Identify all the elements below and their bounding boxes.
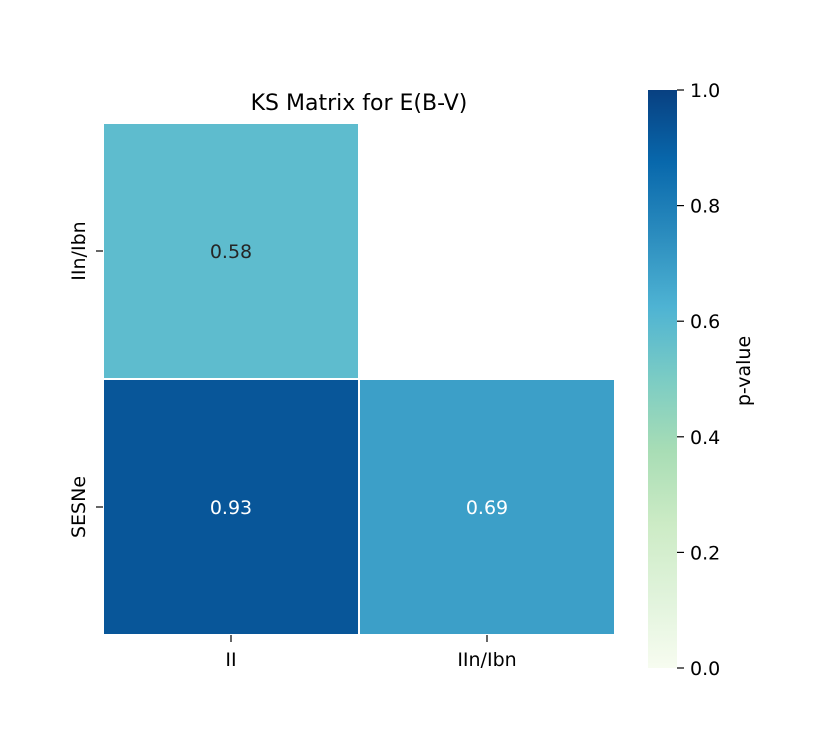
cell-value-label-0: 0.58 [210, 241, 252, 263]
colorbar-tick-label-1: 0.2 [690, 542, 720, 564]
colorbar-label: p-value [733, 336, 755, 406]
y-tick-label-1: SESNe [68, 476, 90, 538]
cell-value-label-2: 0.69 [466, 497, 508, 519]
heatmap-cell-2 [358, 378, 616, 636]
heatmap-cell-1 [102, 378, 360, 636]
colorbar-tick-label-0: 0.0 [690, 658, 720, 680]
cell-value-label-1: 0.93 [210, 497, 252, 519]
colorbar-tick-label-2: 0.4 [690, 427, 720, 449]
colorbar-tick-label-5: 1.0 [690, 80, 720, 102]
chart-title: KS Matrix for E(B-V) [251, 91, 468, 116]
x-tick-label-0: II [225, 649, 236, 671]
x-tick-label-1: IIn/Ibn [457, 649, 516, 671]
y-tick-label-0: IIn/Ibn [68, 221, 90, 280]
colorbar-tick-label-3: 0.6 [690, 311, 720, 333]
colorbar-gradient [648, 90, 677, 668]
heatmap-cell-0 [102, 122, 360, 380]
colorbar-tick-label-4: 0.8 [690, 196, 720, 218]
